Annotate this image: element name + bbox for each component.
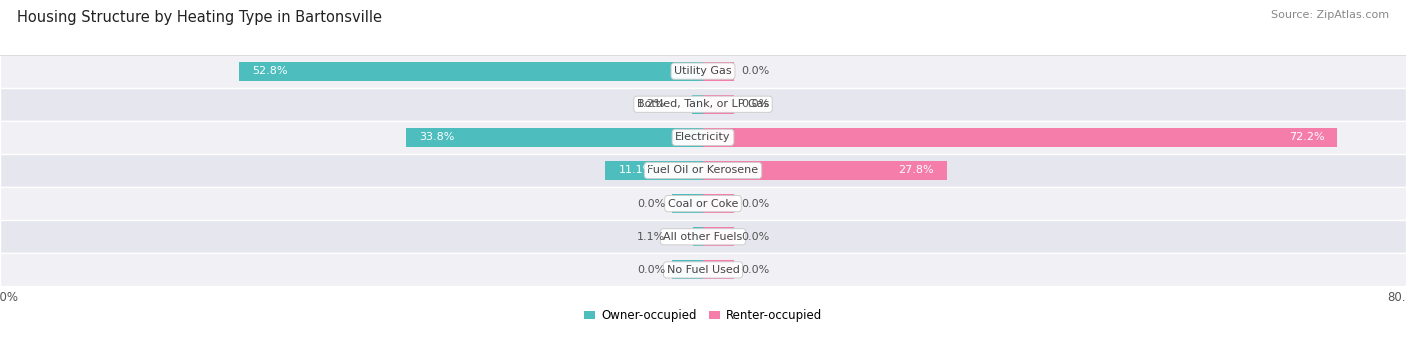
Bar — [0, 88, 1406, 121]
Bar — [703, 260, 734, 280]
Text: 0.0%: 0.0% — [637, 265, 665, 275]
Text: 1.1%: 1.1% — [637, 232, 665, 242]
Text: Bottled, Tank, or LP Gas: Bottled, Tank, or LP Gas — [637, 99, 769, 109]
Text: 11.1%: 11.1% — [619, 165, 654, 176]
Bar — [703, 61, 734, 81]
Bar — [0, 220, 1406, 253]
Text: 27.8%: 27.8% — [898, 165, 934, 176]
Text: All other Fuels: All other Fuels — [664, 232, 742, 242]
Bar — [703, 161, 948, 180]
Bar — [0, 121, 1406, 154]
Text: 72.2%: 72.2% — [1289, 132, 1324, 143]
Text: 0.0%: 0.0% — [741, 99, 769, 109]
Bar — [606, 161, 703, 180]
Text: 0.0%: 0.0% — [741, 198, 769, 209]
Text: 0.0%: 0.0% — [741, 66, 769, 76]
Text: Source: ZipAtlas.com: Source: ZipAtlas.com — [1271, 10, 1389, 20]
Bar — [703, 227, 734, 246]
Text: Electricity: Electricity — [675, 132, 731, 143]
Text: No Fuel Used: No Fuel Used — [666, 265, 740, 275]
Bar — [703, 95, 734, 114]
Bar — [0, 55, 1406, 88]
Bar — [693, 227, 703, 246]
Text: 52.8%: 52.8% — [252, 66, 288, 76]
Bar — [672, 194, 703, 213]
Bar — [693, 95, 703, 114]
Legend: Owner-occupied, Renter-occupied: Owner-occupied, Renter-occupied — [583, 309, 823, 322]
Text: 0.0%: 0.0% — [637, 198, 665, 209]
Bar — [0, 187, 1406, 220]
Text: Housing Structure by Heating Type in Bartonsville: Housing Structure by Heating Type in Bar… — [17, 10, 382, 25]
Text: Coal or Coke: Coal or Coke — [668, 198, 738, 209]
Text: Fuel Oil or Kerosene: Fuel Oil or Kerosene — [647, 165, 759, 176]
Bar — [703, 128, 1337, 147]
Bar — [703, 194, 734, 213]
Bar — [0, 154, 1406, 187]
Text: 0.0%: 0.0% — [741, 232, 769, 242]
Bar — [239, 61, 703, 81]
Bar — [406, 128, 703, 147]
Bar — [0, 253, 1406, 286]
Text: Utility Gas: Utility Gas — [675, 66, 731, 76]
Text: 33.8%: 33.8% — [419, 132, 454, 143]
Text: 0.0%: 0.0% — [741, 265, 769, 275]
Bar — [672, 260, 703, 280]
Text: 1.2%: 1.2% — [637, 99, 665, 109]
